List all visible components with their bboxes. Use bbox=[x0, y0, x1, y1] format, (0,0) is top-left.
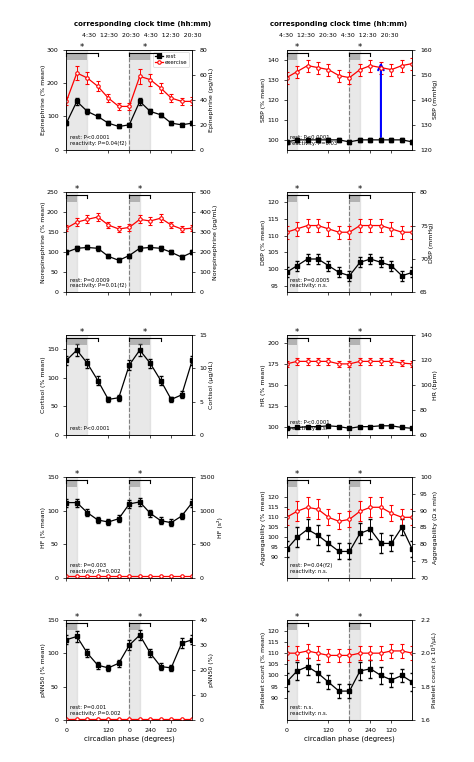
Y-axis label: Aggregability (Ω x min): Aggregability (Ω x min) bbox=[433, 491, 438, 564]
Bar bbox=[66, 192, 77, 293]
Bar bbox=[66, 50, 87, 150]
Y-axis label: SBP (% mean): SBP (% mean) bbox=[261, 78, 266, 122]
Text: rest: P<0.0001
reactivity: n.s.: rest: P<0.0001 reactivity: n.s. bbox=[291, 420, 330, 431]
Text: *: * bbox=[80, 43, 84, 52]
Text: rest: P=0.0005
reactivity: n.s.: rest: P=0.0005 reactivity: n.s. bbox=[291, 277, 330, 289]
Bar bbox=[287, 338, 297, 344]
Bar bbox=[349, 477, 360, 578]
Text: *: * bbox=[358, 613, 362, 622]
Bar bbox=[66, 624, 77, 629]
Bar bbox=[129, 335, 150, 435]
Text: *: * bbox=[75, 470, 79, 479]
Text: rest: P=0.0009
reactivity: P=0.01(f2): rest: P=0.0009 reactivity: P=0.01(f2) bbox=[70, 277, 127, 289]
Bar bbox=[349, 50, 360, 150]
Y-axis label: Platelet count (% mean): Platelet count (% mean) bbox=[261, 632, 266, 708]
Text: 4:30  12:30  20:30  4:30  12:30  20:30: 4:30 12:30 20:30 4:30 12:30 20:30 bbox=[279, 33, 399, 38]
Text: *: * bbox=[358, 185, 362, 194]
Y-axis label: Epinephrine (% mean): Epinephrine (% mean) bbox=[41, 65, 46, 135]
Text: *: * bbox=[137, 470, 142, 479]
Y-axis label: HF (% mean): HF (% mean) bbox=[41, 507, 46, 548]
Bar bbox=[349, 481, 360, 487]
Text: *: * bbox=[80, 328, 84, 337]
Text: *: * bbox=[358, 328, 362, 337]
Text: *: * bbox=[295, 470, 299, 479]
Bar bbox=[349, 335, 360, 435]
Bar bbox=[349, 338, 360, 344]
Y-axis label: Cortisol (% mean): Cortisol (% mean) bbox=[41, 357, 46, 413]
Bar bbox=[287, 50, 297, 150]
Bar bbox=[66, 53, 87, 59]
X-axis label: circadian phase (degrees): circadian phase (degrees) bbox=[84, 735, 174, 742]
Text: rest: P<0.0001
reactivity: P=0.04(f2): rest: P<0.0001 reactivity: P=0.04(f2) bbox=[70, 135, 127, 146]
Bar bbox=[129, 50, 150, 150]
Bar bbox=[66, 477, 77, 578]
Bar bbox=[287, 620, 297, 720]
Bar bbox=[349, 53, 360, 59]
Text: *: * bbox=[295, 328, 299, 337]
Y-axis label: HR (% mean): HR (% mean) bbox=[261, 364, 266, 405]
X-axis label: circadian phase (degrees): circadian phase (degrees) bbox=[304, 735, 395, 742]
Bar bbox=[287, 335, 297, 435]
Text: *: * bbox=[358, 470, 362, 479]
Bar bbox=[287, 196, 297, 202]
Y-axis label: pNN50 (%): pNN50 (%) bbox=[209, 653, 214, 687]
Bar bbox=[66, 196, 77, 202]
Text: rest: n.s.
reactivity: n.s.: rest: n.s. reactivity: n.s. bbox=[291, 706, 328, 716]
Y-axis label: Epinephrine (pg/mL): Epinephrine (pg/mL) bbox=[209, 68, 214, 132]
Bar bbox=[287, 53, 297, 59]
Bar bbox=[287, 477, 297, 578]
Y-axis label: Norepinephrine (pg/mL): Norepinephrine (pg/mL) bbox=[213, 204, 218, 280]
Y-axis label: DBP (mmHg): DBP (mmHg) bbox=[429, 222, 434, 263]
Bar bbox=[129, 624, 140, 629]
Text: 4:30  12:30  20:30  4:30  12:30  20:30: 4:30 12:30 20:30 4:30 12:30 20:30 bbox=[82, 33, 202, 38]
Text: *: * bbox=[295, 185, 299, 194]
Y-axis label: HR (bpm): HR (bpm) bbox=[433, 370, 438, 400]
Y-axis label: DBP (% mean): DBP (% mean) bbox=[261, 219, 266, 265]
Text: *: * bbox=[295, 43, 299, 52]
Text: *: * bbox=[295, 613, 299, 622]
Bar bbox=[349, 620, 360, 720]
Bar bbox=[129, 338, 150, 344]
Text: *: * bbox=[75, 613, 79, 622]
Legend: rest, exercise: rest, exercise bbox=[154, 53, 190, 67]
Bar bbox=[287, 481, 297, 487]
Text: corresponding clock time (hh:mm): corresponding clock time (hh:mm) bbox=[270, 21, 408, 27]
Bar bbox=[129, 620, 140, 720]
Y-axis label: Aggregability (% mean): Aggregability (% mean) bbox=[261, 490, 266, 565]
Text: *: * bbox=[75, 185, 79, 194]
Bar bbox=[66, 481, 77, 487]
Bar bbox=[66, 335, 87, 435]
Y-axis label: Norepinephrine (% mean): Norepinephrine (% mean) bbox=[41, 201, 46, 283]
Text: rest: P<0.0001: rest: P<0.0001 bbox=[70, 426, 110, 431]
Bar bbox=[287, 192, 297, 293]
Text: *: * bbox=[143, 328, 147, 337]
Text: rest: P<0.0001
reactivity: P=0.03: rest: P<0.0001 reactivity: P=0.03 bbox=[291, 135, 337, 146]
Y-axis label: SBP (mmHg): SBP (mmHg) bbox=[433, 80, 438, 120]
Text: rest: P=0.04(f2)
reactivity: n.s.: rest: P=0.04(f2) reactivity: n.s. bbox=[291, 562, 333, 574]
Y-axis label: pNN50 (% mean): pNN50 (% mean) bbox=[41, 643, 46, 696]
Bar bbox=[66, 620, 77, 720]
Text: *: * bbox=[137, 613, 142, 622]
Bar bbox=[129, 481, 140, 487]
Bar bbox=[129, 477, 140, 578]
Text: rest: P=0.001
reactivity: P=0.002: rest: P=0.001 reactivity: P=0.002 bbox=[70, 706, 121, 716]
Text: *: * bbox=[143, 43, 147, 52]
Bar bbox=[129, 196, 140, 202]
Text: corresponding clock time (hh:mm): corresponding clock time (hh:mm) bbox=[73, 21, 211, 27]
Bar bbox=[129, 192, 140, 293]
Bar bbox=[349, 624, 360, 629]
Bar bbox=[349, 196, 360, 202]
Bar bbox=[287, 624, 297, 629]
Bar bbox=[129, 53, 150, 59]
Text: *: * bbox=[137, 185, 142, 194]
Y-axis label: Cortisol (μg/dL): Cortisol (μg/dL) bbox=[209, 360, 214, 409]
Bar bbox=[66, 338, 87, 344]
Y-axis label: Platelet count (x 10³/μL): Platelet count (x 10³/μL) bbox=[431, 632, 438, 708]
Text: *: * bbox=[358, 43, 362, 52]
Y-axis label: HF (s²): HF (s²) bbox=[217, 517, 223, 538]
Bar bbox=[349, 192, 360, 293]
Text: rest: P=0.003
reactivity: P=0.002: rest: P=0.003 reactivity: P=0.002 bbox=[70, 562, 121, 574]
